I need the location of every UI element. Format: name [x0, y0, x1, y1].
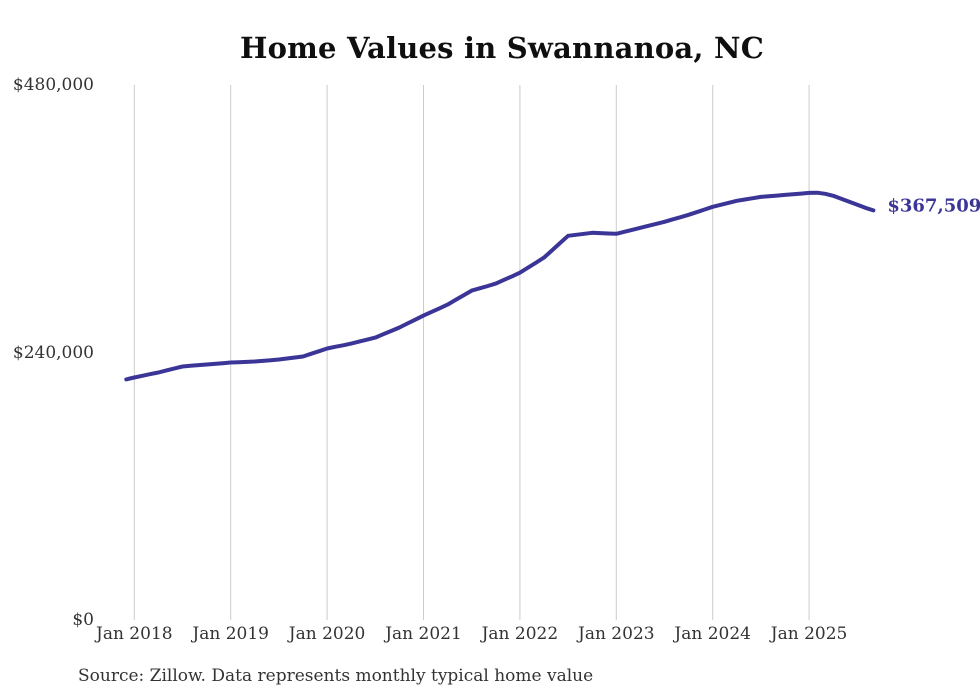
chart-title: Home Values in Swannanoa, NC: [239, 31, 765, 65]
x-tick-label: Jan 2020: [288, 624, 366, 644]
end-value-label: $367,509: [887, 195, 980, 217]
x-tick-label: Jan 2023: [578, 624, 655, 644]
x-tick-label: Jan 2022: [481, 624, 559, 644]
x-tick-label: Jan 2019: [192, 624, 269, 644]
x-tick-label: Jan 2025: [770, 624, 848, 644]
y-tick-label: $240,000: [12, 342, 94, 363]
x-tick-label: Jan 2024: [674, 624, 751, 644]
y-tick-label: $480,000: [12, 75, 94, 95]
x-tick-label: Jan 2018: [96, 624, 173, 644]
home-value-line: [124, 190, 876, 382]
y-tick-label: $0: [72, 610, 94, 630]
source-note: Source: Zillow. Data represents monthly …: [78, 666, 594, 686]
x-tick-label: Jan 2021: [385, 624, 462, 644]
